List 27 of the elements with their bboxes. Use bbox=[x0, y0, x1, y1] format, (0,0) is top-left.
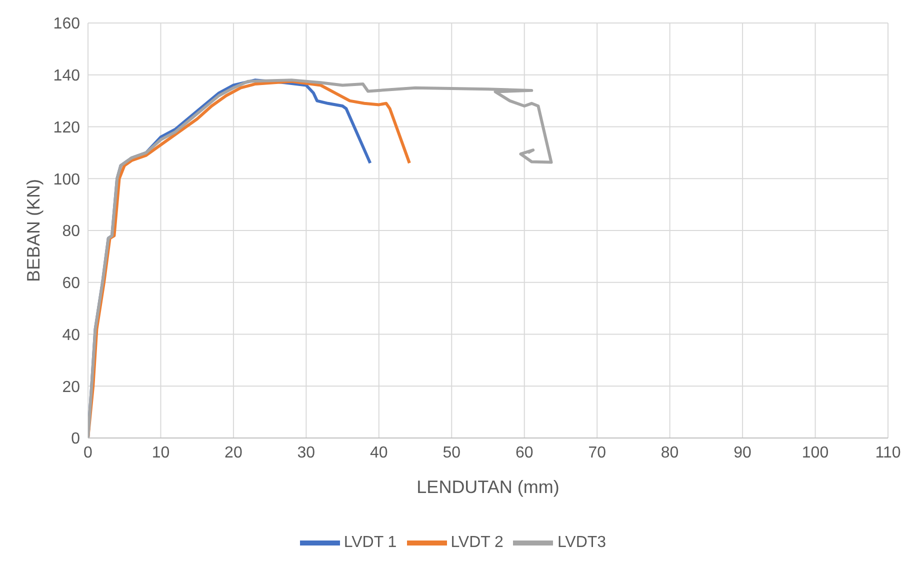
y-tick-label: 140 bbox=[53, 68, 80, 85]
y-tick-label: 120 bbox=[53, 119, 80, 136]
y-tick-label: 60 bbox=[62, 275, 80, 292]
x-tick-label: 70 bbox=[588, 444, 606, 462]
x-tick-label: 60 bbox=[515, 444, 534, 462]
y-tick-label: 0 bbox=[71, 430, 80, 448]
y-tick-label: 80 bbox=[62, 223, 80, 240]
legend-label: LVDT 2 bbox=[450, 534, 504, 552]
x-tick-label: 80 bbox=[660, 444, 679, 462]
y-tick-label: 100 bbox=[53, 171, 80, 188]
y-tick-label: 20 bbox=[62, 378, 80, 396]
x-tick-label: 90 bbox=[734, 444, 752, 462]
legend-label: LVDT3 bbox=[557, 534, 606, 552]
x-tick-label: 30 bbox=[297, 444, 316, 462]
y-tick-label: 40 bbox=[62, 326, 80, 344]
x-tick-label: 50 bbox=[442, 444, 461, 462]
y-tick-label: 160 bbox=[53, 16, 80, 33]
legend-label: LVDT 1 bbox=[344, 534, 397, 552]
x-tick-label: 40 bbox=[370, 444, 388, 462]
x-tick-label: 20 bbox=[224, 444, 242, 462]
x-tick-label: 0 bbox=[84, 444, 93, 462]
x-tick-label: 10 bbox=[152, 444, 170, 462]
y-axis-title: BEBAN (KN) bbox=[23, 178, 44, 282]
x-axis-title: LENDUTAN (mm) bbox=[416, 477, 560, 497]
line-series bbox=[88, 78, 553, 438]
x-tick-label: 100 bbox=[802, 444, 829, 462]
x-tick-label: 110 bbox=[875, 444, 901, 462]
